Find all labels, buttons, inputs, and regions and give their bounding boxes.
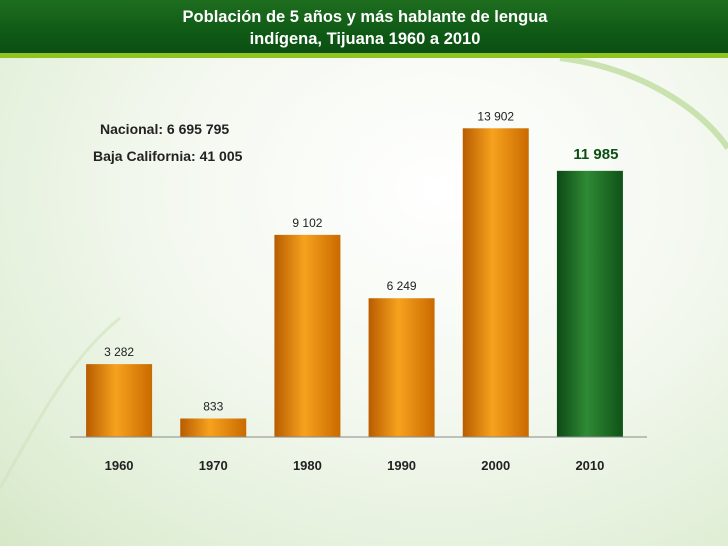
bar-1970 (180, 418, 247, 437)
bar-1980 (274, 234, 341, 437)
x-tick-label-1970: 1970 (199, 458, 228, 473)
bar-2000 (462, 128, 529, 437)
state-total-note: Baja California: 41 005 (93, 148, 243, 164)
x-tick-label-2000: 2000 (481, 458, 510, 473)
x-tick-label-1980: 1980 (293, 458, 322, 473)
x-tick-label-1990: 1990 (387, 458, 416, 473)
data-label-2000: 13 902 (477, 109, 514, 123)
data-label-1990: 6 249 (387, 279, 417, 293)
data-label-1970: 833 (203, 400, 223, 414)
bar-1990 (368, 298, 435, 437)
x-tick-label-1960: 1960 (105, 458, 134, 473)
data-label-2010: 11 985 (573, 146, 618, 163)
header-bar: Población de 5 años y más hablante de le… (0, 0, 728, 58)
data-label-1960: 3 282 (104, 345, 134, 359)
page-title: Población de 5 años y más hablante de le… (182, 8, 548, 48)
data-label-1980: 9 102 (292, 216, 322, 230)
x-tick-label-2010: 2010 (575, 458, 604, 473)
bar-1960 (86, 364, 153, 437)
bar-2010 (556, 170, 623, 437)
national-total-note: Nacional: 6 695 795 (100, 121, 230, 137)
